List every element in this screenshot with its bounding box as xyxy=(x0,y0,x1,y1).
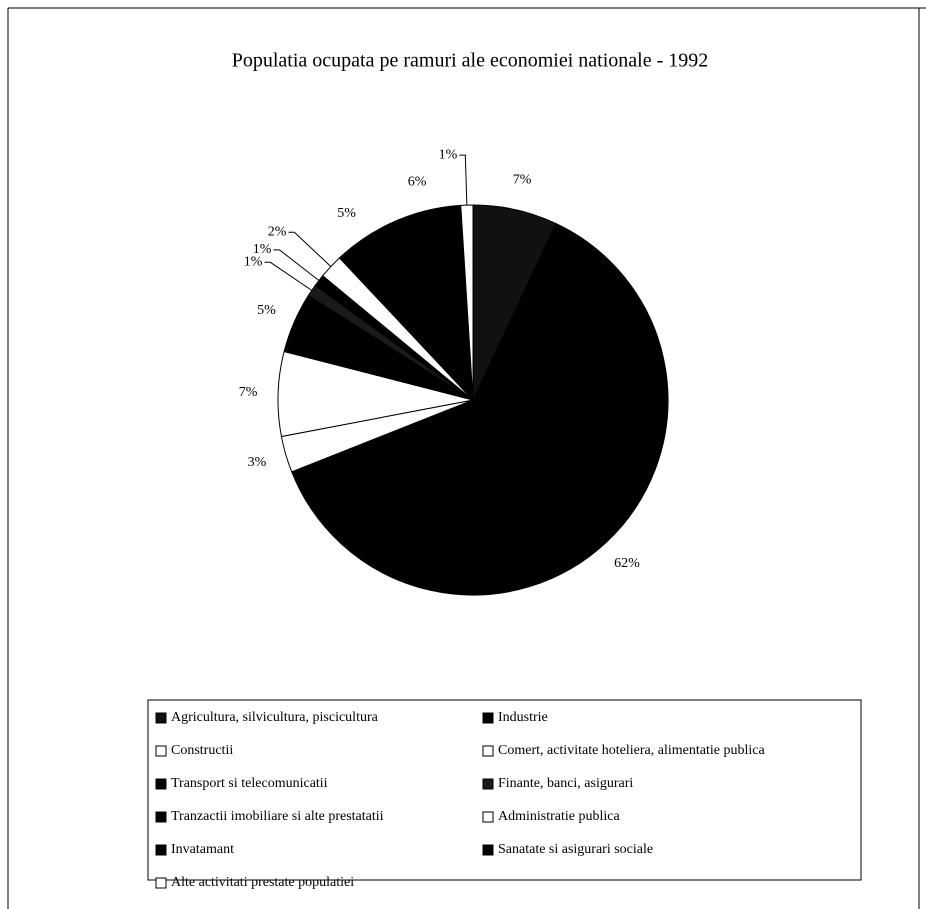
legend-swatch xyxy=(155,778,167,790)
legend-swatch xyxy=(155,811,167,823)
legend-label: Invatamant xyxy=(171,842,234,857)
legend-swatch xyxy=(155,712,167,724)
leader-line xyxy=(264,261,313,291)
chart-title: Populatia ocupata pe ramuri ale economie… xyxy=(232,50,709,72)
data-label: 62% xyxy=(614,556,640,571)
data-label: 3% xyxy=(248,455,267,470)
leader-line xyxy=(459,154,468,206)
legend-swatch xyxy=(482,811,494,823)
legend-label: Industrie xyxy=(498,710,548,725)
legend-swatch xyxy=(482,778,494,790)
data-label: 5% xyxy=(257,303,276,318)
legend-label: Administratie publica xyxy=(498,809,620,824)
data-label: 5% xyxy=(337,206,356,221)
legend-swatch xyxy=(155,877,167,889)
pie-slice xyxy=(291,222,669,596)
data-label: 2% xyxy=(268,225,287,240)
data-label: 6% xyxy=(408,174,427,189)
legend-box xyxy=(147,699,862,881)
data-label: 7% xyxy=(239,385,258,400)
legend-swatch xyxy=(155,745,167,757)
pie-slice xyxy=(460,204,474,401)
data-label: 1% xyxy=(244,255,263,270)
legend-label: Agricultura, silvicultura, piscicultura xyxy=(171,710,379,725)
legend-swatch xyxy=(482,844,494,856)
data-label: 1% xyxy=(253,242,272,257)
legend-label: Finante, banci, asigurari xyxy=(498,776,633,791)
legend-label: Constructii xyxy=(171,743,233,758)
legend-swatch xyxy=(482,745,494,757)
legend-label: Comert, activitate hoteliera, alimentati… xyxy=(498,743,765,758)
legend-label: Tranzactii imobiliare si alte prestatati… xyxy=(171,809,384,824)
legend-swatch xyxy=(482,712,494,724)
data-label: 7% xyxy=(513,173,532,188)
legend-label: Sanatate si asigurari sociale xyxy=(498,842,653,857)
data-label: 1% xyxy=(439,147,458,162)
legend-swatch xyxy=(155,844,167,856)
leader-line xyxy=(273,249,320,281)
legend-label: Transport si telecomunicatii xyxy=(171,776,328,791)
legend-label: Alte activitati prestate populatiei xyxy=(171,875,354,890)
leader-line xyxy=(288,231,332,267)
